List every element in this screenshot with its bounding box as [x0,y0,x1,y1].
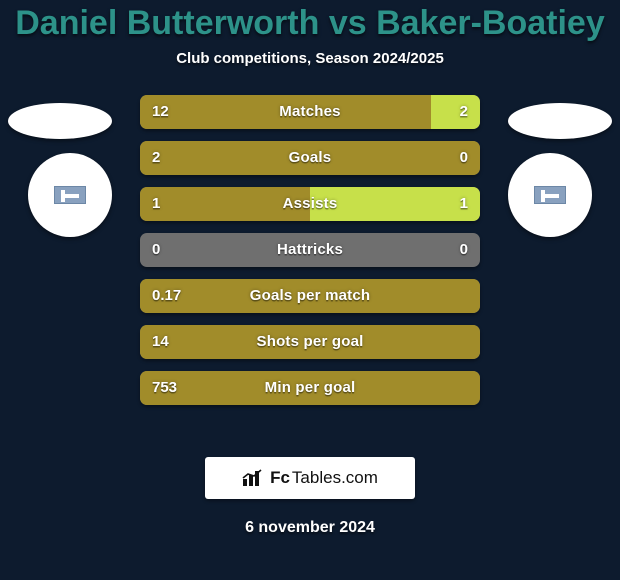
player-right-flag [508,103,612,139]
stat-bar-right-seg [310,187,480,221]
stat-bar: 122Matches [140,95,480,129]
stat-bar-left-seg [140,95,431,129]
date-stamp: 6 november 2024 [0,519,620,537]
image-placeholder-icon [54,186,86,204]
comparison-stage: 122Matches 20Goals 11Assists 00Hattricks 0.1… [0,95,620,425]
stat-bar-left-seg [140,141,480,175]
brand-text-rest: Tables.com [292,468,378,488]
player-left-flag [8,103,112,139]
stat-bar-left-seg [140,279,480,313]
brand-badge: Fc Tables.com [205,457,415,499]
player-right-club [508,153,592,237]
stat-bar: 20Goals [140,141,480,175]
stat-bar-right-seg [431,95,480,129]
subtitle: Club competitions, Season 2024/2025 [0,50,620,67]
stat-bar-left-seg [140,371,480,405]
stat-bar-left-seg [140,187,310,221]
stat-bar: 00Hattricks [140,233,480,267]
stat-bar-left-seg [140,325,480,359]
page-title: Daniel Butterworth vs Baker-Boatiey [0,0,620,42]
stat-bar: 753Min per goal [140,371,480,405]
bar-chart-icon [242,469,264,487]
brand-text-bold: Fc [270,468,290,488]
stat-bars: 122Matches 20Goals 11Assists 00Hattricks 0.1… [140,95,480,417]
stat-bar: 14Shots per goal [140,325,480,359]
image-placeholder-icon [534,186,566,204]
stat-bar: 0.17Goals per match [140,279,480,313]
stat-bar: 11Assists [140,187,480,221]
player-left-club [28,153,112,237]
